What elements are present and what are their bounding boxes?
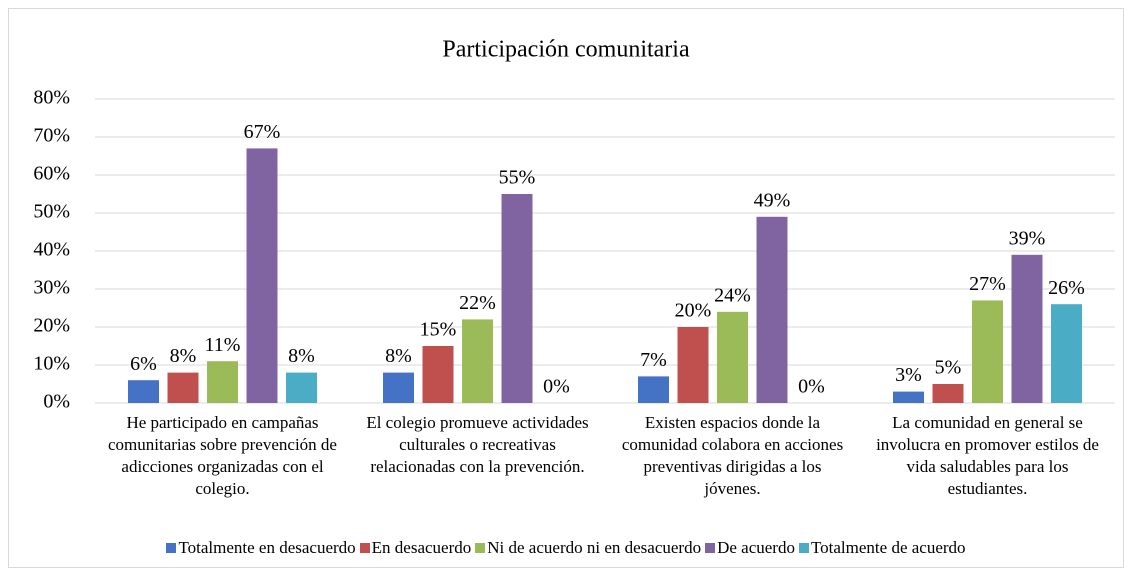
- y-tick-label: 30%: [33, 277, 70, 299]
- legend-label: Totalmente en desacuerdo: [178, 538, 356, 557]
- y-tick-label: 70%: [33, 125, 70, 147]
- data-label: 8%: [288, 345, 315, 367]
- bar: [972, 300, 1003, 403]
- bar: [246, 148, 278, 403]
- bar: [1011, 254, 1043, 403]
- bar: [932, 384, 964, 403]
- data-label: 5%: [935, 357, 962, 379]
- data-label: 24%: [714, 284, 751, 306]
- bar: [422, 346, 454, 403]
- legend-item: De acuerdo: [705, 538, 795, 558]
- y-tick-label: 40%: [33, 239, 70, 261]
- bar: [167, 372, 199, 403]
- x-tick-label: He participado en campañas comunitarias …: [108, 413, 337, 498]
- legend-item: Totalmente de acuerdo: [798, 538, 966, 558]
- data-label: 11%: [205, 334, 241, 356]
- data-label: 49%: [754, 189, 791, 211]
- legend-swatch: [475, 543, 486, 553]
- bar: [638, 376, 669, 403]
- data-label: 6%: [130, 353, 157, 375]
- legend-label: De acuerdo: [717, 538, 795, 557]
- bar: [207, 361, 238, 403]
- data-label: 26%: [1048, 277, 1085, 299]
- bar: [893, 391, 924, 403]
- chart-title: Participación comunitaria: [442, 37, 690, 63]
- legend-swatch: [798, 543, 809, 553]
- data-label: 39%: [1009, 227, 1046, 249]
- data-label: 67%: [244, 121, 281, 143]
- legend: Totalmente en desacuerdo En desacuerdo Ni …: [8, 538, 1124, 558]
- x-tick-label: Existen espacios donde la comunidad cola…: [621, 413, 844, 498]
- x-tick-label: El colegio promueve actividades cultural…: [366, 413, 589, 476]
- y-tick-label: 80%: [33, 87, 70, 109]
- bar: [756, 216, 788, 403]
- y-tick-label: 20%: [33, 315, 70, 337]
- legend-swatch: [166, 543, 177, 553]
- data-label: 0%: [798, 376, 825, 398]
- data-label: 20%: [675, 300, 712, 322]
- legend-label: Totalmente de acuerdo: [810, 538, 966, 557]
- bar: [717, 311, 748, 403]
- data-label: 3%: [895, 364, 922, 386]
- legend-item: En desacuerdo: [359, 538, 472, 558]
- bar: [501, 194, 533, 403]
- y-tick-label: 50%: [33, 201, 70, 223]
- bar: [677, 327, 709, 403]
- chart-border: [8, 8, 1124, 568]
- data-label: 55%: [499, 167, 536, 189]
- data-label: 22%: [459, 292, 496, 314]
- legend-label: En desacuerdo: [371, 538, 472, 557]
- data-label: 8%: [170, 345, 197, 367]
- legend-item: Ni de acuerdo ni en desacuerdo: [475, 538, 701, 558]
- data-label: 0%: [543, 376, 570, 398]
- bar: [1051, 304, 1082, 403]
- data-label: 27%: [969, 273, 1006, 295]
- bar: [128, 380, 159, 403]
- legend-item: Totalmente en desacuerdo: [166, 538, 356, 558]
- bar: [462, 319, 493, 403]
- legend-label: Ni de acuerdo ni en desacuerdo: [487, 538, 702, 557]
- data-label: 8%: [385, 345, 412, 367]
- legend-swatch: [359, 543, 370, 553]
- bar: [383, 372, 414, 403]
- y-tick-label: 0%: [43, 391, 70, 413]
- y-tick-label: 60%: [33, 163, 70, 185]
- y-tick-label: 10%: [33, 353, 70, 375]
- data-label: 7%: [640, 349, 667, 371]
- legend-swatch: [705, 543, 716, 553]
- bar: [286, 372, 317, 403]
- data-label: 15%: [420, 319, 457, 341]
- x-tick-label: La comunidad en general se involucra en …: [876, 413, 1099, 498]
